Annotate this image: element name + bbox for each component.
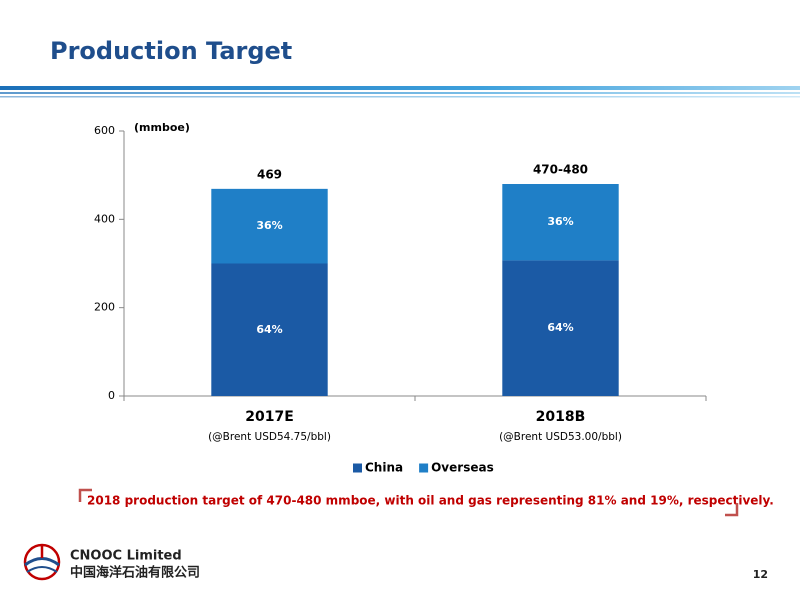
bar-segment [502, 260, 619, 396]
bar-segment [502, 184, 619, 261]
title-rule [0, 96, 800, 98]
note: 2018 production target of 470-480 mmboe,… [87, 494, 774, 508]
bracket [78, 488, 92, 502]
company: CNOOC Limited [70, 549, 182, 564]
share-label: 36% [547, 215, 573, 228]
category-note: (@Brent USD53.00/bbl) [499, 431, 622, 443]
title-rule [0, 92, 800, 94]
bar-segment [211, 263, 328, 396]
y-tick-label: 600 [94, 124, 115, 137]
total-label: 470-480 [533, 163, 588, 177]
y-tick-label: 0 [108, 389, 115, 402]
title-rule [0, 86, 800, 90]
legend-swatch [419, 463, 429, 473]
y-tick-label: 200 [94, 301, 115, 314]
bracket [725, 503, 739, 517]
bar-segment [211, 188, 328, 264]
y-axis-label: (mmboe) [134, 121, 190, 134]
total-label: 469 [257, 167, 282, 181]
y-tick-label: 400 [94, 212, 115, 225]
legend-swatch [353, 463, 362, 473]
share-label: 64% [547, 321, 573, 334]
page-number: 12 [753, 568, 768, 581]
x-tick-label: 2018B [536, 409, 586, 425]
category-note: (@Brent USD54.75/bbl) [208, 431, 331, 443]
legend-label: China [365, 461, 403, 475]
share-label: 64% [256, 323, 282, 336]
legend-label: Overseas [431, 461, 494, 475]
logo [23, 543, 61, 581]
share-label: 36% [256, 219, 282, 232]
company-cn: 中国海洋石油有限公司 [70, 565, 200, 581]
x-tick-label: 2017E [245, 409, 294, 425]
plot: 0 200 400 600 64% 36% 469 2017E (@Brent USD54.75… [94, 124, 707, 475]
slide-title: Production Target [50, 37, 292, 65]
